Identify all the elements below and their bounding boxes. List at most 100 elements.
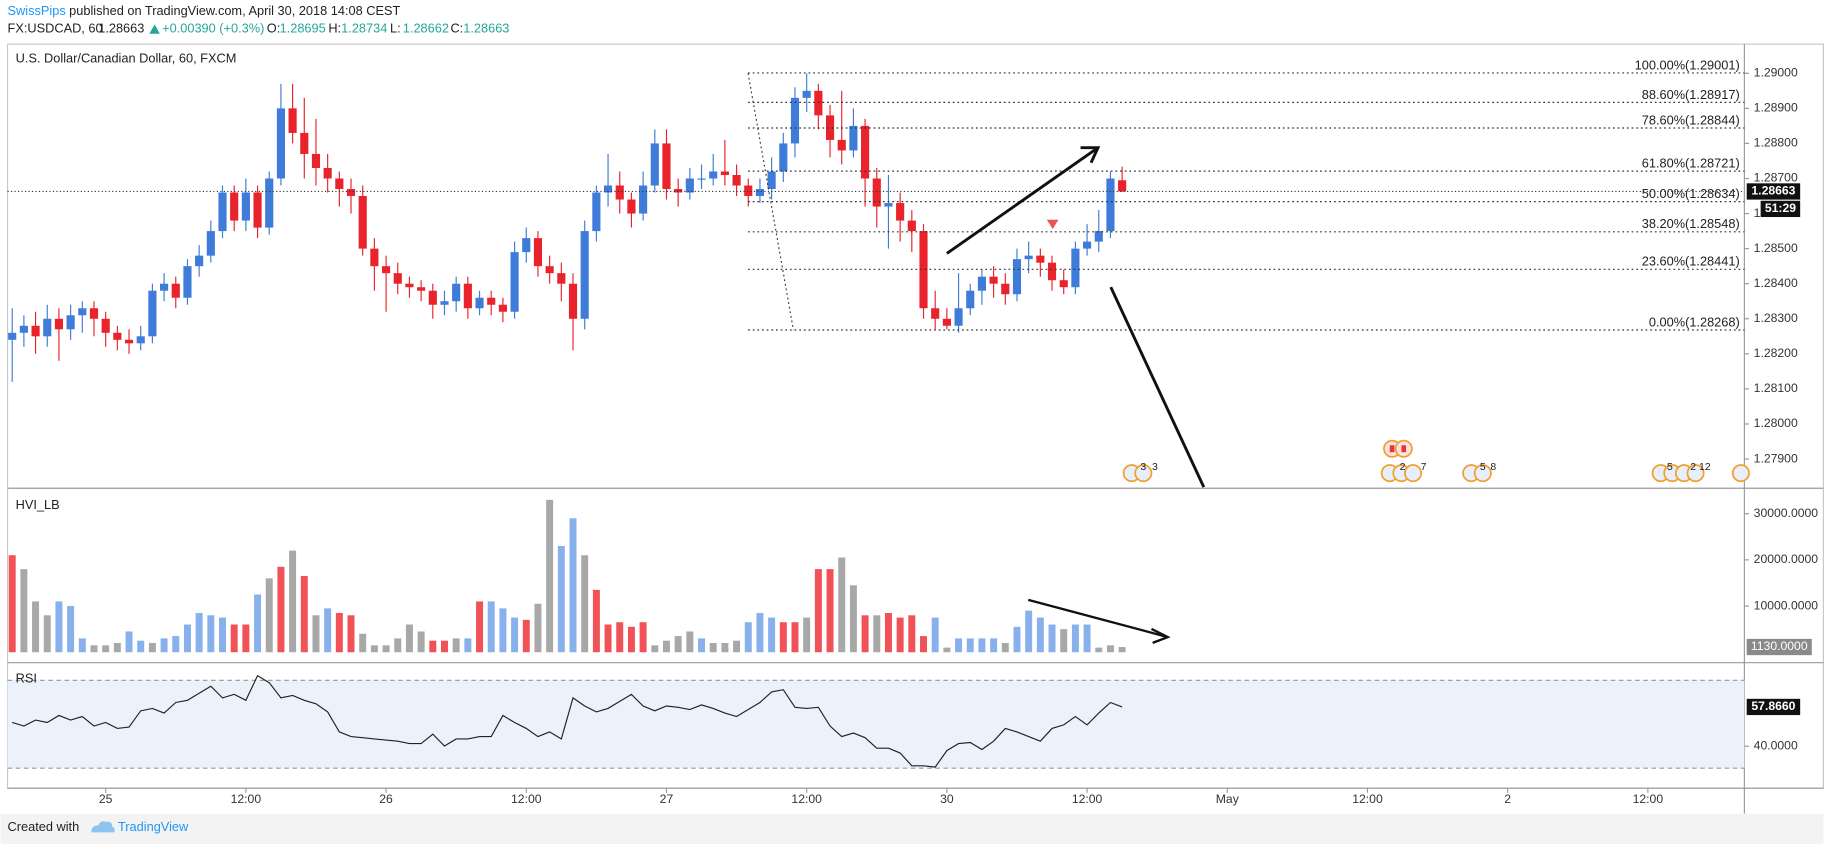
volume-bar (627, 626, 635, 653)
volume-bar (662, 640, 670, 653)
flag-leaf (1401, 445, 1407, 453)
volume-bar (137, 640, 145, 653)
price-badge-label: 1.28663 (1751, 184, 1795, 198)
volume-bar (791, 622, 799, 653)
volume-bar (884, 612, 892, 653)
volume-bar (569, 518, 577, 653)
volume-bar (160, 638, 168, 653)
candle-body (370, 248, 379, 267)
countdown-badge (1760, 200, 1801, 218)
volume-bar (265, 578, 273, 653)
volume-bar (1036, 617, 1044, 653)
volume-bar (183, 624, 191, 653)
y-tick-label: 1.28100 (1754, 381, 1798, 395)
x-tick-label: 25 (99, 792, 113, 806)
volume-bar (277, 566, 285, 653)
volume-bar (768, 617, 776, 653)
volume-bar (522, 619, 530, 653)
volume-bar (896, 617, 904, 653)
published-note: published on TradingView.com, April 30, … (69, 3, 400, 18)
quote: O: 1.28695 H: 1.28734 L: 1.28662 C: 1.28663 (267, 20, 510, 35)
candle-body (171, 283, 180, 298)
quote-label: H: (328, 20, 341, 35)
x-tick-label: 12:00 (511, 792, 542, 806)
event-icon (1686, 464, 1705, 483)
candle-body (124, 339, 134, 344)
x-tick-label: May (1216, 792, 1240, 806)
candle-body (113, 332, 122, 340)
volume-bar (207, 615, 215, 653)
volume-bar (604, 624, 612, 653)
y-tick-label: 1.28700 (1754, 171, 1798, 185)
candle-body (358, 196, 367, 249)
volume-bar (616, 622, 624, 653)
fib-label: 50.00%(1.28634) (1642, 186, 1740, 201)
x-tick-label: 12:00 (791, 792, 822, 806)
volume-bar (1025, 610, 1033, 653)
candle-body (498, 304, 507, 312)
candle-body (475, 297, 484, 309)
candle-body (1083, 241, 1092, 249)
volume-bar (756, 612, 764, 653)
rsi-line (12, 674, 1123, 768)
volume-bar (43, 615, 51, 653)
candle-body (382, 266, 391, 274)
candle-body (288, 108, 297, 133)
y-tick-label: 1.27900 (1754, 451, 1798, 465)
candle-body (323, 167, 332, 179)
volume-bar (955, 638, 963, 653)
candle-body (417, 287, 426, 291)
volume-bar (219, 617, 226, 653)
candle-body (802, 90, 811, 98)
publisher[interactable]: SwissPips (8, 3, 66, 18)
quote-label: C: (450, 20, 463, 35)
footer-brand[interactable]: TradingView (118, 819, 189, 834)
candle-body (1001, 283, 1010, 295)
volume-bar (335, 612, 343, 653)
candle-body (580, 231, 589, 319)
candle-body (89, 308, 99, 319)
volume-bar (779, 622, 787, 653)
flag-leaf (1389, 445, 1395, 453)
volume-title: HVI_LB (16, 497, 60, 512)
volume-bar (125, 631, 133, 653)
candle-body (755, 189, 765, 197)
candle-body (265, 178, 274, 228)
volume-bar (931, 617, 939, 653)
volume-bar (803, 617, 811, 653)
candle-body (463, 283, 472, 309)
arrow-head (1080, 146, 1101, 164)
candle-body (276, 108, 285, 179)
event-icon (1731, 464, 1750, 483)
y-tick-label: 1.28500 (1754, 241, 1798, 255)
candle-body (241, 192, 250, 221)
volume-bar (113, 642, 121, 653)
main-title: U.S. Dollar/Canadian Dollar, 60, FXCM (16, 51, 237, 66)
volume-bar (686, 631, 694, 653)
candle-body (592, 192, 601, 232)
candle-body (685, 178, 694, 193)
volume-bar (394, 638, 402, 653)
candle-body (989, 276, 998, 284)
candle-body (744, 185, 753, 197)
candle-body (931, 308, 940, 319)
volume-bar (639, 622, 647, 653)
y-tick-label: 1.28400 (1754, 276, 1798, 290)
volume-bar (464, 638, 472, 653)
volume-bar (674, 636, 682, 653)
candle-body (230, 192, 239, 221)
axes: 1.290001.289001.288001.287001.286001.285… (99, 66, 1818, 807)
volume-bar (1001, 642, 1009, 653)
volume-bar (908, 615, 916, 653)
quote-value: 1.28734 (341, 20, 387, 35)
y-tick-label: 10000.0000 (1754, 598, 1819, 612)
volume-bar (370, 645, 378, 653)
volume-bar (873, 615, 881, 653)
candle-body (136, 336, 145, 344)
candle-body (674, 189, 683, 193)
candle-body (1106, 178, 1115, 232)
marker (1046, 219, 1059, 230)
candle-body (697, 178, 706, 180)
candle-body (428, 290, 437, 305)
volume-bar (1060, 629, 1068, 653)
